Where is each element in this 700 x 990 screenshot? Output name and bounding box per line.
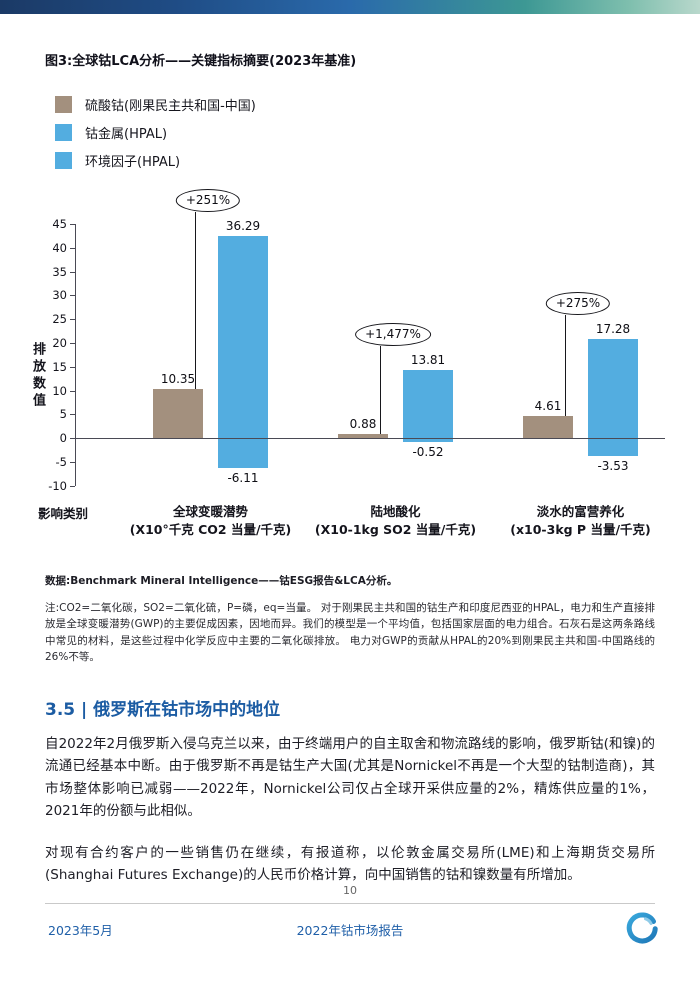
y-axis-title: 排放数值 [30,342,45,410]
footer-divider [45,903,655,904]
bar-environmental-factor [588,439,638,456]
bar-value-label: 4.61 [534,399,562,414]
y-tick-mark [70,414,75,416]
bar-value-label: 17.28 [595,322,631,337]
y-tick-label: 45 [52,217,67,231]
y-tick-label: 40 [52,240,67,255]
section-heading: 3.5 | 俄罗斯在钴市场中的地位 [45,700,281,721]
category-label: 淡水的富营养化 (x10-3kg P 当量/千克) [466,503,696,539]
y-axis-line [75,224,76,486]
legend-label: 硫酸钴(刚果民主共和国-中国) [85,99,256,114]
bar-cobalt-metal [588,339,638,439]
page-content: 图3:全球钴LCA分析——关键指标摘要(2023年基准) 硫酸钴(刚果民主共和国… [0,50,700,170]
bar-cobalt-sulphate [338,434,388,439]
data-source-line: 数据:Benchmark Mineral Intelligence——钴ESG报… [45,575,398,587]
category-name: 陆地酸化 [370,504,421,519]
y-tick-label: 20 [52,336,67,350]
y-tick-label: 35 [52,264,67,279]
y-tick-mark [70,247,75,249]
y-tick-label: 0 [59,431,67,446]
y-tick-mark [70,224,75,225]
y-tick-mark [70,319,75,321]
footer-report-title: 2022年钴市场报告 [296,923,404,938]
lca-bar-chart: 排放数值 影响类别 45 40 35 30 25 20 15 10 5 0 -5 -10 10.35 36… [0,179,700,547]
bar-value-label: -0.52 [412,444,444,459]
y-tick-label: 10 [52,383,67,398]
footer-row: 2023年5月 2022年钴市场报告 [0,904,700,948]
bar-cobalt-sulphate [523,416,573,439]
y-tick-mark [70,390,75,392]
body-paragraph-2: 对现有合约客户的一些销售仍在继续，有报道称，以伦敦金属交易所(LME)和上海期货… [45,845,655,884]
chart-footnote: 注:CO2=二氧化碳，SO2=二氧化硫，P=磷，eq=当量。 对于刚果民主共和国… [45,602,655,663]
legend-item: 钴金属(HPAL) [55,123,655,142]
x-axis-title: 影响类别 [38,506,89,521]
y-tick-label: 5 [59,407,67,422]
figure-title: 图3:全球钴LCA分析——关键指标摘要(2023年基准) [45,54,357,69]
legend-swatch-cobalt-metal [55,124,72,141]
category-unit: (X10°千克 CO2 当量/千克) [129,522,292,538]
annotation-connector [565,315,566,417]
y-tick-label: 25 [52,312,67,327]
bar-environmental-factor [218,439,268,469]
chart-legend: 硫酸钴(刚果民主共和国-中国) 钴金属(HPAL) 环境因子(HPAL) [55,95,655,170]
category-unit: (x10-3kg P 当量/千克) [510,522,651,538]
body-paragraph-1: 自2022年2月俄罗斯入侵乌克兰以来，由于终端用户的自主取舍和物流路线的影响，俄… [45,736,655,819]
bar-environmental-factor [403,439,453,442]
annotation-percent: +1,477% [355,322,431,346]
bar-value-label: 13.81 [410,352,446,367]
footer-date: 2023年5月 [48,923,113,938]
bar-cobalt-metal [403,369,453,439]
annotation-connector [195,212,196,389]
legend-swatch-cobalt-sulphate [55,96,72,113]
category-name: 淡水的富营养化 [536,504,625,519]
category-unit: (X10-1kg SO2 当量/千克) [314,522,477,538]
legend-label: 钴金属(HPAL) [85,127,168,142]
category-label: 全球变暖潜势 (X10°千克 CO2 当量/千克) [96,503,326,539]
y-tick-mark [70,366,75,368]
legend-swatch-environmental-factor [55,152,72,169]
bar-value-label: 10.35 [160,371,196,386]
bar-value-label: 36.29 [225,219,261,234]
category-label: 陆地酸化 (X10-1kg SO2 当量/千克) [281,503,511,539]
y-tick-mark [70,462,75,463]
page-number: 10 [343,884,357,897]
y-tick-mark [70,295,75,297]
legend-item: 硫酸钴(刚果民主共和国-中国) [55,95,655,114]
bar-value-label: -3.53 [597,459,629,473]
bar-value-label: -6.11 [227,471,259,486]
bar-cobalt-metal [218,236,268,439]
page-content: 数据:Benchmark Mineral Intelligence——钴ESG报… [0,573,700,887]
y-tick-label: -5 [55,455,67,469]
top-gradient-banner [0,0,700,14]
y-tick-label: 15 [52,359,67,374]
y-tick-label: 30 [52,288,67,303]
legend-item: 环境因子(HPAL) [55,151,655,170]
x-zero-line [75,438,665,440]
y-tick-mark [70,438,75,440]
bar-value-label: 0.88 [349,417,377,431]
bar-cobalt-sulphate [153,388,203,439]
legend-label: 环境因子(HPAL) [85,155,181,170]
y-tick-mark [70,485,75,487]
cobalt-logo-icon [626,912,658,944]
category-name: 全球变暖潜势 [172,504,248,519]
annotation-connector [380,345,381,434]
y-tick-mark [70,271,75,273]
y-tick-label: -10 [48,478,67,493]
page-footer: 10 2023年5月 2022年钴市场报告 [0,884,700,948]
annotation-percent: +275% [545,292,611,316]
y-tick-mark [70,343,75,344]
annotation-percent: +251% [175,189,241,213]
